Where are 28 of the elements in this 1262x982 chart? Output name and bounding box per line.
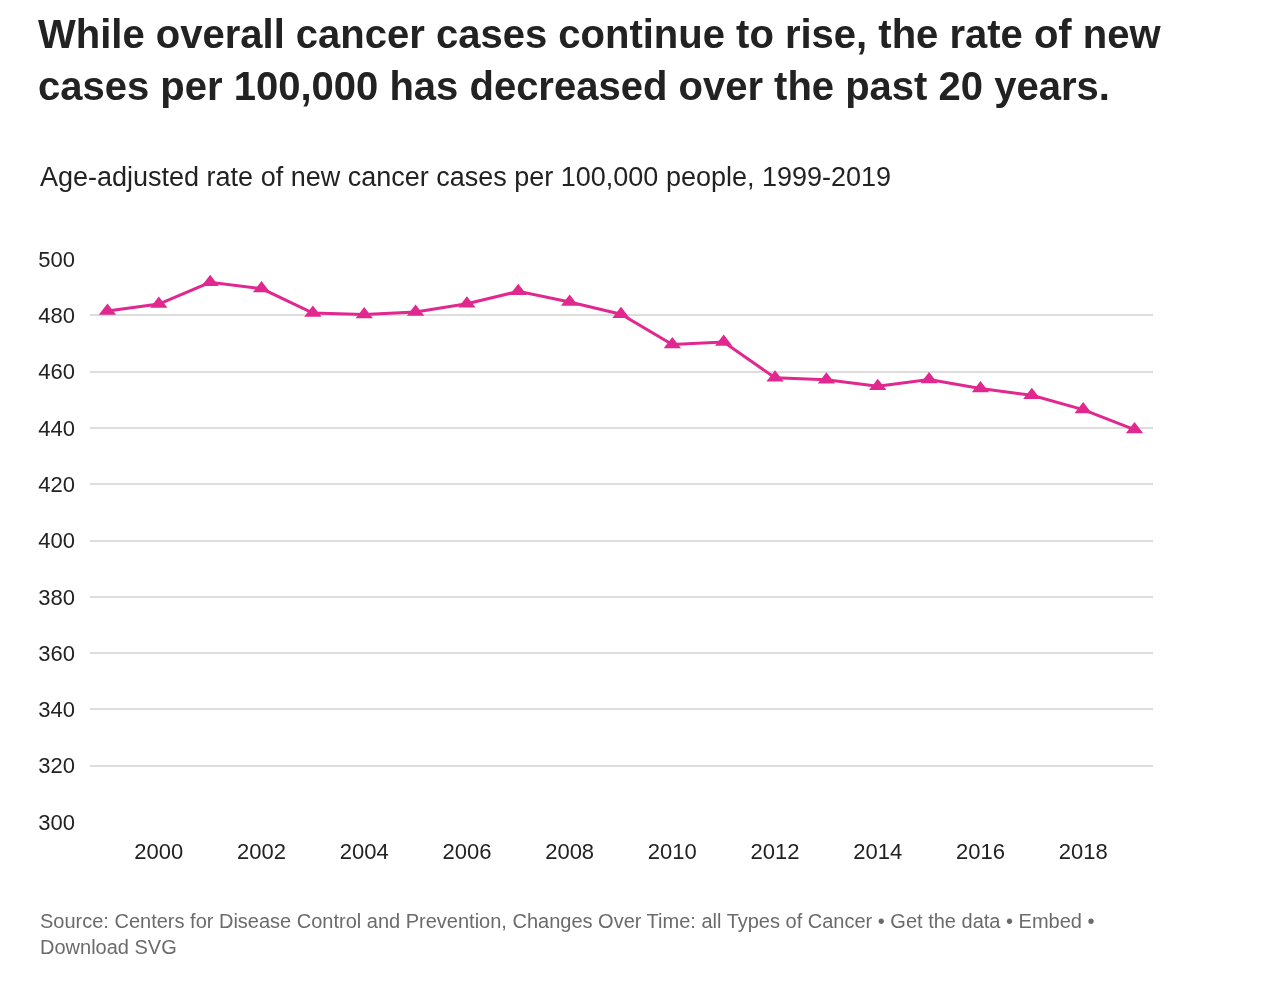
x-tick-label: 2002 (237, 839, 286, 864)
x-tick-label: 2016 (955, 839, 1005, 864)
y-tick-label: 400 (38, 528, 75, 554)
y-tick-label: 340 (38, 697, 75, 723)
point (201, 274, 219, 287)
y-tick-label: 320 (38, 753, 75, 779)
y-tick-label: 300 (38, 809, 75, 835)
y-tick-label: 500 (38, 246, 75, 272)
x-tick-label: 2000 (134, 839, 184, 864)
y-tick-label: 480 (38, 303, 75, 328)
x-tick-label: 2012 (750, 839, 800, 864)
y-tick-label: 460 (38, 359, 75, 385)
y-tick-label: 360 (38, 640, 75, 666)
x-tick-label: 2018 (1058, 839, 1108, 864)
y-tick-label: 440 (38, 415, 75, 441)
source-note: Source: Centers for Disease Control and Prevention, Changes Over Time: all Types of Cancer • Get the data • Embed • Download SVG (40, 910, 1095, 958)
y-tick-label: 380 (38, 584, 75, 610)
x-tick-label: 2004 (339, 839, 389, 864)
x-tick-label: 2008 (545, 839, 595, 864)
x-tick-label: 2010 (647, 839, 697, 864)
point (509, 283, 527, 296)
point (920, 371, 938, 384)
y-tick-label: 420 (38, 471, 75, 497)
chart-subtitle: Age-adjusted rate of new cancer cases per 100,000 people, 1999-2019 (40, 162, 892, 192)
chart-title: While overall cancer cases continue to rise, the rate of new cases per 100,000 has decreased over the past 20 years. (38, 12, 1162, 108)
point (355, 306, 373, 319)
x-tick-label: 2014 (853, 839, 903, 864)
x-tick-label: 2006 (442, 839, 492, 864)
